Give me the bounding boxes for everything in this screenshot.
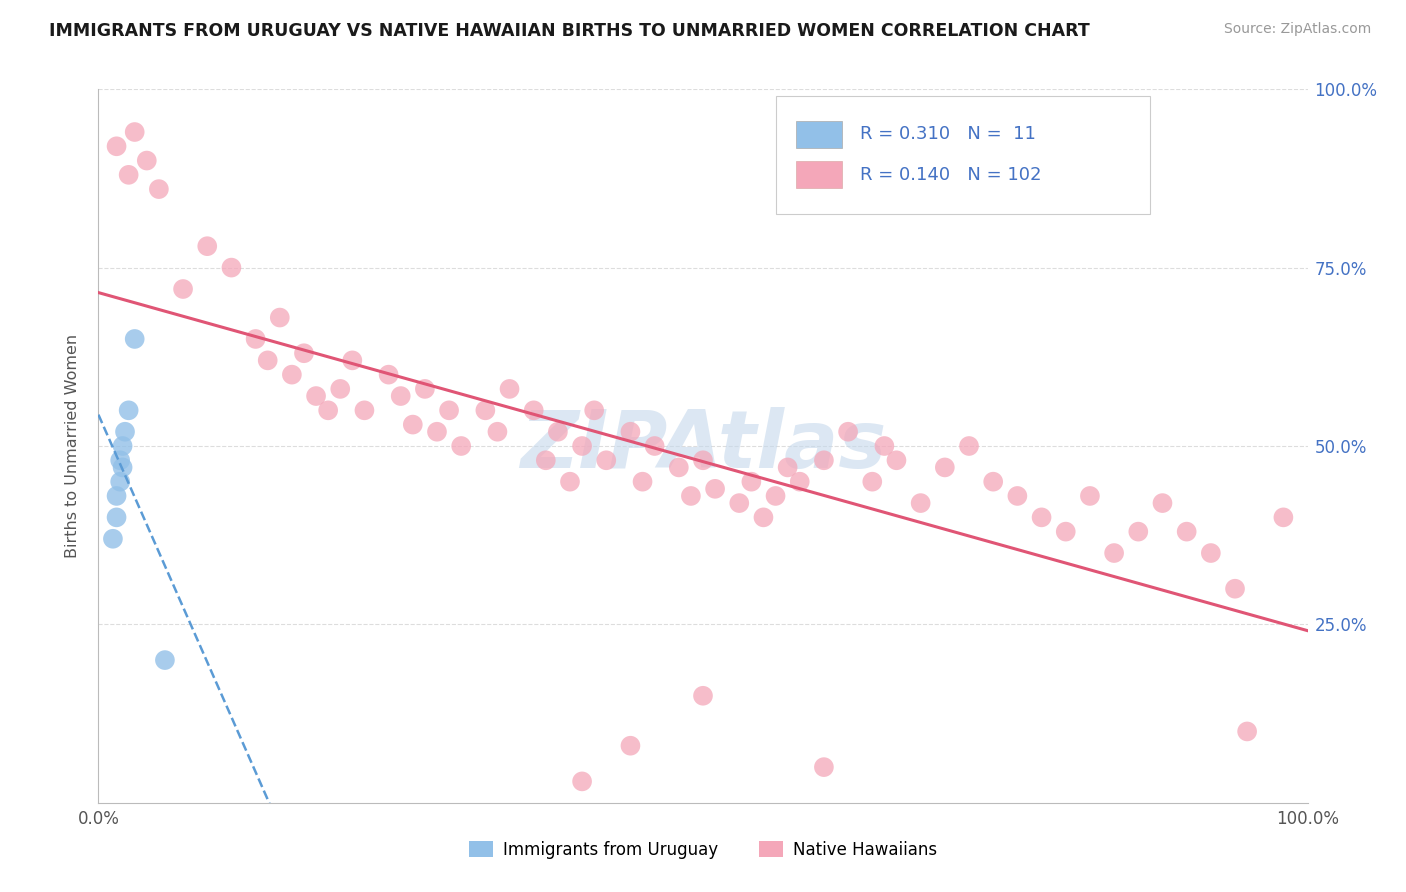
Point (124, 332, 146, 346)
Point (1031, 510, 1053, 524)
Point (789, 475, 811, 489)
Point (450, 439, 472, 453)
Point (886, 453, 908, 467)
Text: Source: ZipAtlas.com: Source: ZipAtlas.com (1223, 22, 1371, 37)
Point (105, 139, 128, 153)
Point (1199, 546, 1222, 560)
Point (813, 453, 835, 467)
Point (1175, 524, 1198, 539)
Point (108, 475, 131, 489)
Point (692, 453, 714, 467)
Point (437, 403, 460, 417)
Bar (796, 161, 842, 188)
Point (1236, 724, 1258, 739)
Point (486, 425, 509, 439)
Point (668, 460, 690, 475)
Y-axis label: Births to Unmarried Women: Births to Unmarried Women (65, 334, 80, 558)
Point (1054, 524, 1077, 539)
Point (108, 453, 131, 467)
Point (377, 368, 399, 382)
Point (1102, 546, 1125, 560)
Point (124, 125, 146, 139)
Point (934, 460, 956, 475)
Point (547, 425, 569, 439)
Text: ZIPAtlas: ZIPAtlas (520, 407, 886, 485)
Text: IMMIGRANTS FROM URUGUAY VS NATIVE HAWAIIAN BIRTHS TO UNMARRIED WOMEN CORRELATION: IMMIGRANTS FROM URUGUAY VS NATIVE HAWAII… (49, 22, 1090, 40)
Point (172, 282, 194, 296)
Point (704, 482, 727, 496)
Point (316, 403, 339, 417)
Point (957, 439, 980, 453)
Point (679, 489, 702, 503)
Point (498, 382, 520, 396)
Point (135, 153, 157, 168)
Point (752, 510, 775, 524)
Point (571, 439, 593, 453)
Point (114, 425, 136, 439)
Point (101, 532, 124, 546)
Point (118, 168, 141, 182)
Point (269, 310, 291, 325)
Point (474, 403, 496, 417)
Point (728, 496, 751, 510)
Point (118, 403, 141, 417)
Point (111, 439, 134, 453)
Point (353, 403, 375, 417)
Point (221, 260, 243, 275)
Point (631, 475, 654, 489)
Point (813, 760, 835, 774)
Point (837, 425, 859, 439)
Point (873, 439, 896, 453)
Point (148, 182, 170, 196)
Point (153, 653, 176, 667)
Point (644, 439, 666, 453)
Point (619, 739, 641, 753)
Point (1007, 489, 1029, 503)
Point (1078, 489, 1101, 503)
Point (534, 453, 557, 467)
Point (245, 332, 267, 346)
Point (342, 353, 364, 368)
Point (1272, 510, 1295, 524)
Point (281, 368, 304, 382)
Point (595, 453, 617, 467)
Point (413, 382, 436, 396)
Point (1152, 496, 1174, 510)
Point (910, 496, 932, 510)
Point (195, 239, 218, 253)
Point (981, 475, 1004, 489)
Point (692, 689, 714, 703)
Point (292, 346, 315, 360)
Point (256, 353, 278, 368)
Point (776, 460, 799, 475)
Point (1223, 582, 1246, 596)
Point (305, 389, 328, 403)
Point (523, 403, 546, 417)
Point (111, 460, 134, 475)
Point (105, 510, 128, 524)
Point (426, 425, 449, 439)
Point (583, 403, 606, 417)
Point (619, 425, 641, 439)
Point (558, 475, 581, 489)
Text: R = 0.140   N = 102: R = 0.140 N = 102 (860, 166, 1042, 184)
Point (740, 475, 762, 489)
Point (402, 417, 425, 432)
Text: R = 0.310   N =  11: R = 0.310 N = 11 (860, 125, 1036, 143)
Point (860, 475, 883, 489)
Point (571, 774, 593, 789)
Legend: Immigrants from Uruguay, Native Hawaiians: Immigrants from Uruguay, Native Hawaiian… (463, 835, 943, 866)
Point (765, 489, 787, 503)
Point (105, 489, 128, 503)
FancyBboxPatch shape (776, 96, 1150, 214)
Point (329, 382, 352, 396)
Bar (796, 120, 842, 148)
Point (389, 389, 412, 403)
Point (1128, 524, 1150, 539)
